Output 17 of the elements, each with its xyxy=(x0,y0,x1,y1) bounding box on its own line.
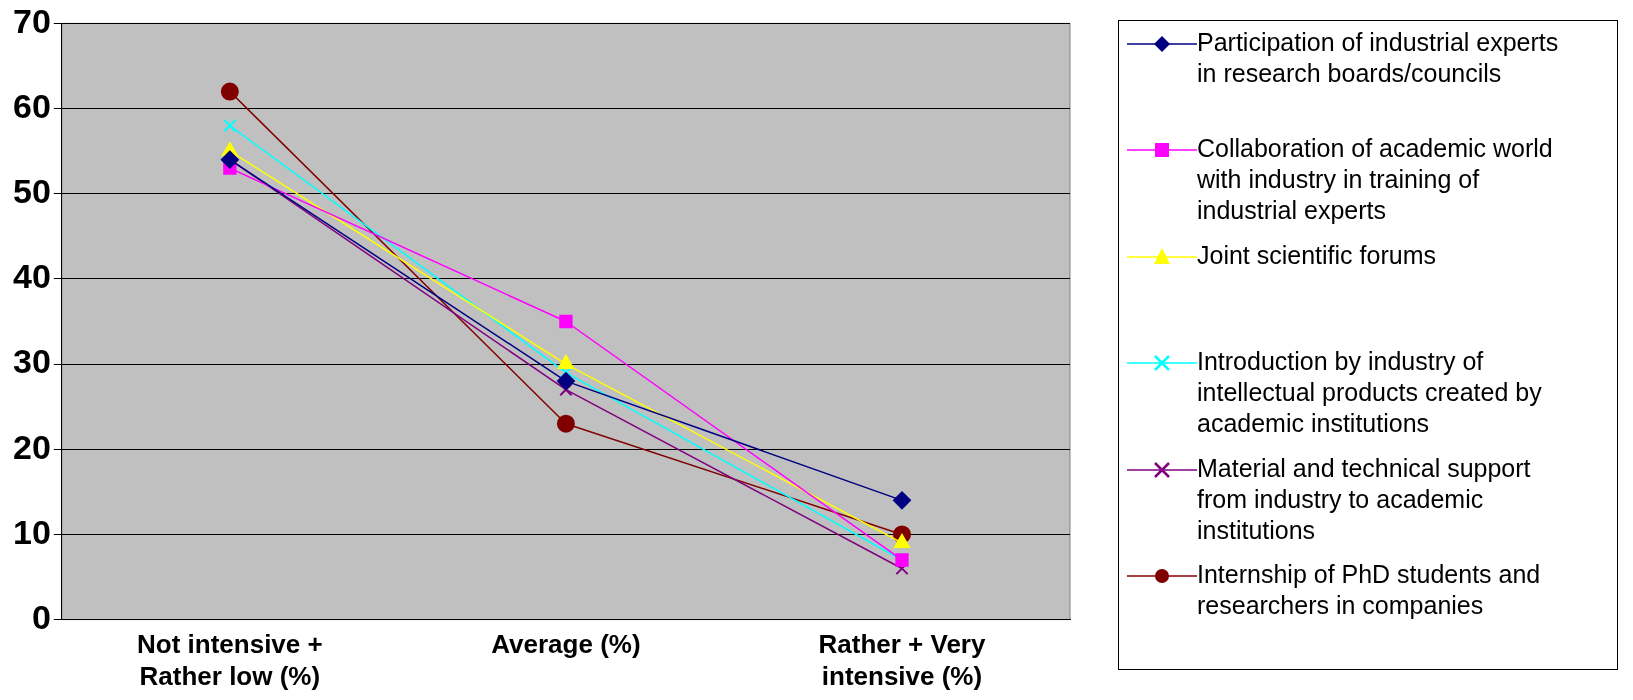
y-tick-label: 50 xyxy=(12,172,51,211)
legend-label: Internship of PhD students and researchers in companies xyxy=(1197,558,1542,621)
legend-label: Introduction by industry of intellectual products created by academic institutions xyxy=(1197,346,1543,440)
legend-label: Joint scientific forums xyxy=(1197,239,1436,271)
y-tick-label: 10 xyxy=(12,512,51,551)
x-tick-label: Average (%) xyxy=(491,629,641,660)
legend-label: Collaboration of academic world with industry in training of industrial experts xyxy=(1197,133,1554,227)
y-tick-label: 60 xyxy=(12,86,51,125)
y-tick-label: 40 xyxy=(12,257,51,296)
y-tick-label: 30 xyxy=(12,342,51,381)
y-tick-label: 20 xyxy=(12,427,51,466)
x-tick-label: Not intensive + Rather low (%) xyxy=(137,629,323,691)
legend-label: Participation of industrial experts in research boards/councils xyxy=(1197,27,1560,89)
y-tick-label: 0 xyxy=(31,597,51,636)
legend-label: Material and technical support from industry to academic institutions xyxy=(1197,452,1532,546)
x-tick-label: Rather + Very intensive (%) xyxy=(818,629,986,691)
y-tick-label: 70 xyxy=(12,1,51,40)
